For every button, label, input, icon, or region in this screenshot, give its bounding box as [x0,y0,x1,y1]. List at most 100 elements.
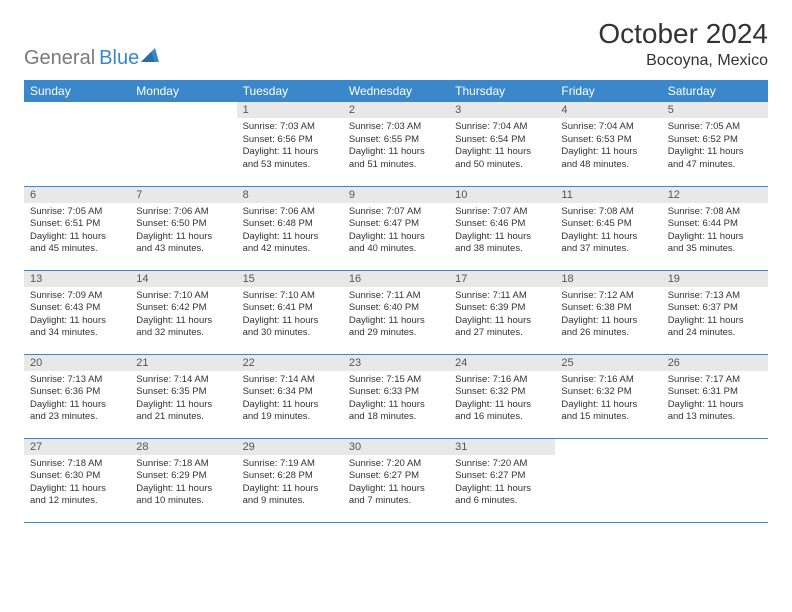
day-details: Sunrise: 7:17 AMSunset: 6:31 PMDaylight:… [662,371,768,427]
calendar-day: 1Sunrise: 7:03 AMSunset: 6:56 PMDaylight… [237,102,343,186]
day-number: 9 [343,187,449,203]
day-details: Sunrise: 7:16 AMSunset: 6:32 PMDaylight:… [449,371,555,427]
day-number: 25 [555,355,661,371]
calendar-day: 14Sunrise: 7:10 AMSunset: 6:42 PMDayligh… [130,270,236,354]
day-details: Sunrise: 7:10 AMSunset: 6:41 PMDaylight:… [237,287,343,343]
calendar-day: 10Sunrise: 7:07 AMSunset: 6:46 PMDayligh… [449,186,555,270]
day-details: Sunrise: 7:06 AMSunset: 6:48 PMDaylight:… [237,203,343,259]
day-details: Sunrise: 7:14 AMSunset: 6:34 PMDaylight:… [237,371,343,427]
day-number: 27 [24,439,130,455]
header: GeneralBlue October 2024 Bocoyna, Mexico [24,18,768,70]
day-details: Sunrise: 7:13 AMSunset: 6:37 PMDaylight:… [662,287,768,343]
day-number: 30 [343,439,449,455]
calendar-day [130,102,236,186]
location-label: Bocoyna, Mexico [159,52,768,70]
logo-triangle-icon [141,48,159,62]
calendar-day: 20Sunrise: 7:13 AMSunset: 6:36 PMDayligh… [24,354,130,438]
day-header: Wednesday [343,80,449,102]
day-details: Sunrise: 7:05 AMSunset: 6:51 PMDaylight:… [24,203,130,259]
calendar-day: 15Sunrise: 7:10 AMSunset: 6:41 PMDayligh… [237,270,343,354]
day-details: Sunrise: 7:20 AMSunset: 6:27 PMDaylight:… [343,455,449,511]
calendar-table: SundayMondayTuesdayWednesdayThursdayFrid… [24,80,768,523]
calendar-day: 21Sunrise: 7:14 AMSunset: 6:35 PMDayligh… [130,354,236,438]
day-number: 23 [343,355,449,371]
calendar-day: 25Sunrise: 7:16 AMSunset: 6:32 PMDayligh… [555,354,661,438]
calendar-day: 22Sunrise: 7:14 AMSunset: 6:34 PMDayligh… [237,354,343,438]
day-details: Sunrise: 7:07 AMSunset: 6:46 PMDaylight:… [449,203,555,259]
calendar-day: 23Sunrise: 7:15 AMSunset: 6:33 PMDayligh… [343,354,449,438]
day-number: 19 [662,271,768,287]
day-details: Sunrise: 7:11 AMSunset: 6:40 PMDaylight:… [343,287,449,343]
calendar-day: 29Sunrise: 7:19 AMSunset: 6:28 PMDayligh… [237,438,343,522]
day-details: Sunrise: 7:03 AMSunset: 6:56 PMDaylight:… [237,118,343,174]
day-number: 22 [237,355,343,371]
logo: GeneralBlue [24,47,159,70]
day-number: 17 [449,271,555,287]
calendar-day: 2Sunrise: 7:03 AMSunset: 6:55 PMDaylight… [343,102,449,186]
day-details: Sunrise: 7:04 AMSunset: 6:53 PMDaylight:… [555,118,661,174]
day-details: Sunrise: 7:15 AMSunset: 6:33 PMDaylight:… [343,371,449,427]
day-header: Sunday [24,80,130,102]
day-number: 18 [555,271,661,287]
calendar-day: 24Sunrise: 7:16 AMSunset: 6:32 PMDayligh… [449,354,555,438]
calendar-day: 8Sunrise: 7:06 AMSunset: 6:48 PMDaylight… [237,186,343,270]
day-details: Sunrise: 7:12 AMSunset: 6:38 PMDaylight:… [555,287,661,343]
day-number: 4 [555,102,661,118]
day-number: 6 [24,187,130,203]
day-details: Sunrise: 7:08 AMSunset: 6:44 PMDaylight:… [662,203,768,259]
day-details: Sunrise: 7:19 AMSunset: 6:28 PMDaylight:… [237,455,343,511]
calendar-header-row: SundayMondayTuesdayWednesdayThursdayFrid… [24,80,768,102]
day-number: 13 [24,271,130,287]
calendar-day: 17Sunrise: 7:11 AMSunset: 6:39 PMDayligh… [449,270,555,354]
calendar-day: 18Sunrise: 7:12 AMSunset: 6:38 PMDayligh… [555,270,661,354]
day-header: Tuesday [237,80,343,102]
logo-text-2: Blue [99,47,139,70]
day-details: Sunrise: 7:16 AMSunset: 6:32 PMDaylight:… [555,371,661,427]
day-number: 29 [237,439,343,455]
day-number: 24 [449,355,555,371]
day-number: 16 [343,271,449,287]
day-details: Sunrise: 7:08 AMSunset: 6:45 PMDaylight:… [555,203,661,259]
calendar-week: 1Sunrise: 7:03 AMSunset: 6:56 PMDaylight… [24,102,768,186]
logo-text-1: General [24,47,95,70]
day-number: 7 [130,187,236,203]
calendar-week: 27Sunrise: 7:18 AMSunset: 6:30 PMDayligh… [24,438,768,522]
calendar-day: 30Sunrise: 7:20 AMSunset: 6:27 PMDayligh… [343,438,449,522]
calendar-day: 7Sunrise: 7:06 AMSunset: 6:50 PMDaylight… [130,186,236,270]
calendar-day [24,102,130,186]
day-number: 20 [24,355,130,371]
day-number: 5 [662,102,768,118]
calendar-day: 11Sunrise: 7:08 AMSunset: 6:45 PMDayligh… [555,186,661,270]
day-header: Saturday [662,80,768,102]
calendar-week: 13Sunrise: 7:09 AMSunset: 6:43 PMDayligh… [24,270,768,354]
day-details: Sunrise: 7:14 AMSunset: 6:35 PMDaylight:… [130,371,236,427]
day-details: Sunrise: 7:09 AMSunset: 6:43 PMDaylight:… [24,287,130,343]
day-number: 21 [130,355,236,371]
day-number: 2 [343,102,449,118]
calendar-day: 6Sunrise: 7:05 AMSunset: 6:51 PMDaylight… [24,186,130,270]
calendar-week: 6Sunrise: 7:05 AMSunset: 6:51 PMDaylight… [24,186,768,270]
calendar-day [555,438,661,522]
day-number: 31 [449,439,555,455]
calendar-day: 5Sunrise: 7:05 AMSunset: 6:52 PMDaylight… [662,102,768,186]
calendar-day: 31Sunrise: 7:20 AMSunset: 6:27 PMDayligh… [449,438,555,522]
day-number: 14 [130,271,236,287]
day-number: 15 [237,271,343,287]
calendar-day: 26Sunrise: 7:17 AMSunset: 6:31 PMDayligh… [662,354,768,438]
day-details: Sunrise: 7:05 AMSunset: 6:52 PMDaylight:… [662,118,768,174]
day-number: 28 [130,439,236,455]
day-details: Sunrise: 7:10 AMSunset: 6:42 PMDaylight:… [130,287,236,343]
day-number: 3 [449,102,555,118]
day-details: Sunrise: 7:11 AMSunset: 6:39 PMDaylight:… [449,287,555,343]
day-number: 1 [237,102,343,118]
day-header: Friday [555,80,661,102]
title-area: October 2024 Bocoyna, Mexico [159,18,768,70]
day-details: Sunrise: 7:20 AMSunset: 6:27 PMDaylight:… [449,455,555,511]
day-details: Sunrise: 7:04 AMSunset: 6:54 PMDaylight:… [449,118,555,174]
day-number: 26 [662,355,768,371]
day-number: 11 [555,187,661,203]
calendar-day: 3Sunrise: 7:04 AMSunset: 6:54 PMDaylight… [449,102,555,186]
day-header: Monday [130,80,236,102]
day-details: Sunrise: 7:13 AMSunset: 6:36 PMDaylight:… [24,371,130,427]
month-title: October 2024 [159,18,768,50]
